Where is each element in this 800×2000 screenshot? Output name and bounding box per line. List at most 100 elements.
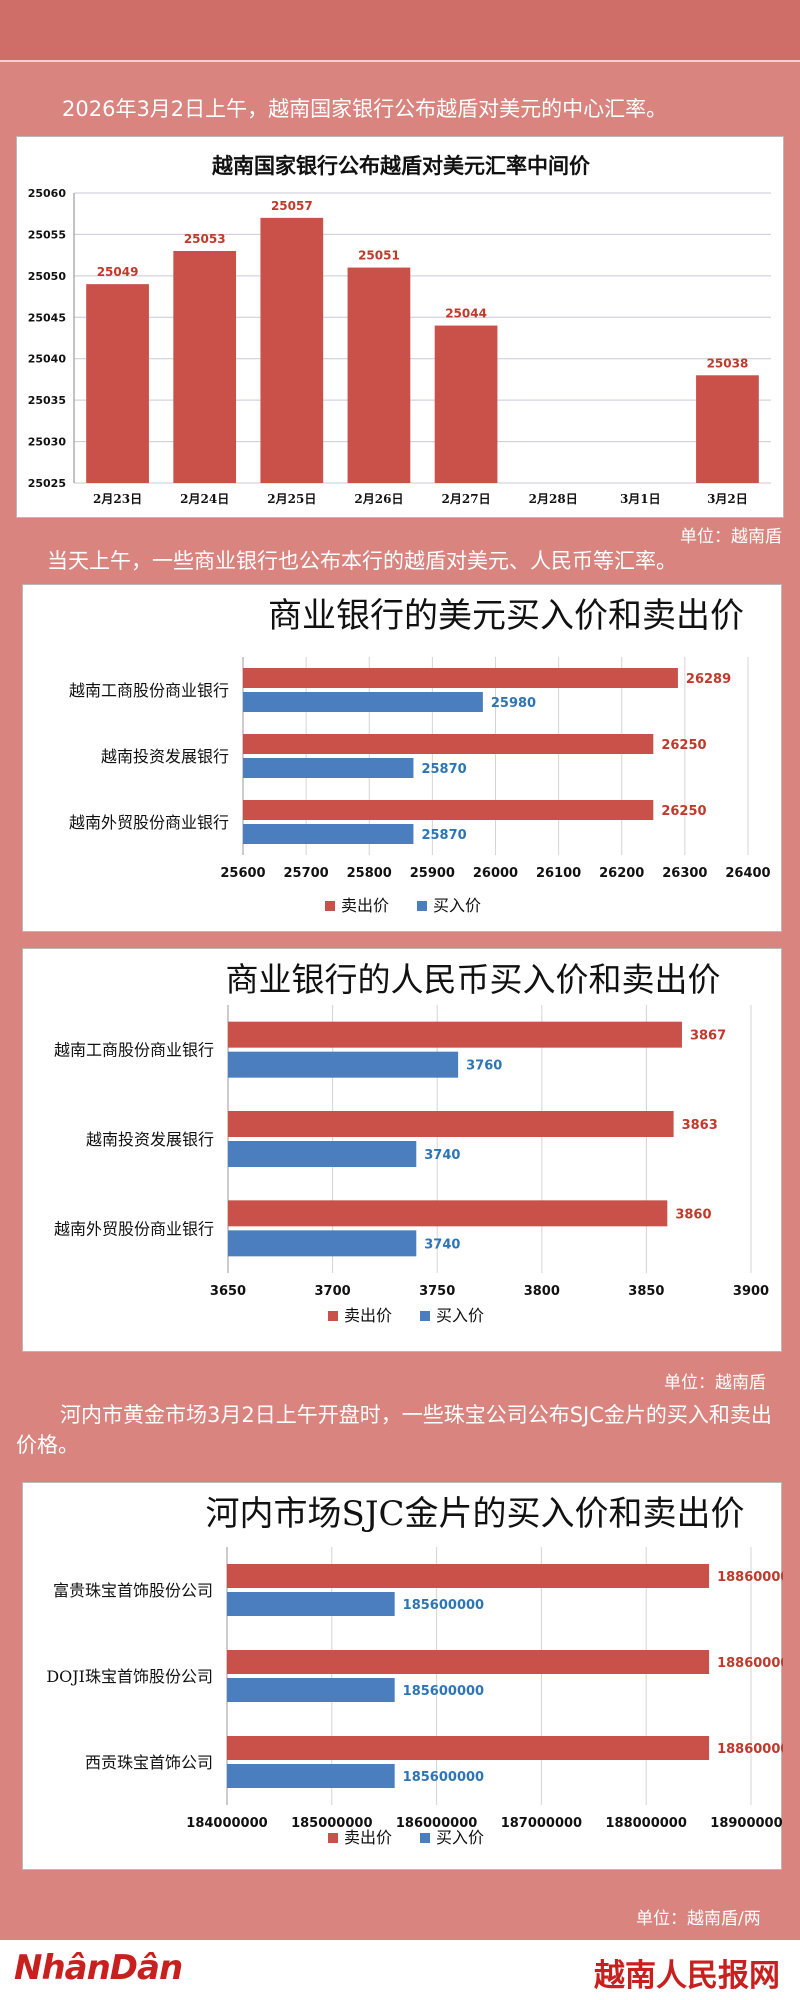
legend-swatch xyxy=(417,901,427,911)
sell-bar xyxy=(243,668,678,688)
y-tick-label: 25040 xyxy=(28,353,67,366)
chart-panel-cny: 商业银行的人民币买入价和卖出价 3650 3700 3750 3800 3850 3900 越… xyxy=(22,948,782,1352)
caption-central-rate: 2026年3月2日上午，越南国家银行公布越盾对美元的中心汇率。 xyxy=(62,97,668,121)
x-tick-label: 189000000 xyxy=(710,1816,783,1831)
y-tick-label: 25030 xyxy=(28,436,67,449)
buy-bar xyxy=(228,1141,417,1167)
chart-cny-buy-sell: 商业银行的人民币买入价和卖出价 3650 3700 3750 3800 3850 3900 越… xyxy=(54,960,769,1325)
x-tick-label: 26000 xyxy=(473,866,518,881)
sell-bar xyxy=(227,1650,710,1674)
category-label: 越南外贸股份商业银行 xyxy=(69,813,229,832)
data-label: 3740 xyxy=(424,1148,460,1163)
caption-gold-market: 河内市黄金市场3月2日上午开盘时，一些珠宝公司公布SJC金片的买入和卖出价格。 xyxy=(16,1403,772,1457)
legend-label: 卖出价 xyxy=(344,1828,392,1847)
buy-bar xyxy=(227,1592,395,1616)
buy-bar xyxy=(243,692,483,712)
data-label: 25053 xyxy=(184,232,226,246)
chart-panel-central-rate: 越南国家银行公布越盾对美元汇率中间价 25025 25030 25035 25040 25… xyxy=(16,136,784,518)
data-label: 185600000 xyxy=(403,1770,484,1785)
data-label: 3863 xyxy=(682,1118,718,1133)
x-tick-label: 2月23日 xyxy=(93,492,142,506)
x-tick-label: 184000000 xyxy=(186,1816,267,1831)
legend-label: 买入价 xyxy=(436,1828,484,1847)
data-label: 188600000 xyxy=(717,1656,783,1671)
bar xyxy=(434,325,498,483)
category-label: 西贡珠宝首饰公司 xyxy=(85,1753,213,1772)
x-tick-label: 2月27日 xyxy=(442,492,491,506)
data-label: 26250 xyxy=(661,738,706,753)
data-label: 25049 xyxy=(97,265,139,279)
buy-bar xyxy=(243,824,414,844)
x-tick-label: 25600 xyxy=(220,866,265,881)
legend-swatch xyxy=(325,901,335,911)
data-label: 3867 xyxy=(690,1029,726,1044)
top-divider xyxy=(0,60,800,62)
sell-bar xyxy=(228,1021,682,1048)
data-label: 188600000 xyxy=(717,1742,783,1757)
legend-label: 卖出价 xyxy=(341,896,389,915)
x-tick-label: 3800 xyxy=(524,1284,560,1299)
chart-title: 商业银行的人民币买入价和卖出价 xyxy=(226,960,721,999)
caption-commercial-banks: 当天上午，一些商业银行也公布本行的越盾对美元、人民币等汇率。 xyxy=(47,549,677,573)
data-label: 25870 xyxy=(421,762,466,777)
nhandan-logo: NhânDân xyxy=(14,1948,183,1988)
data-label: 185600000 xyxy=(403,1598,484,1613)
legend-label: 买入价 xyxy=(436,1306,484,1325)
chart-panel-gold: 河内市场SJC金片的买入价和卖出价 184000000 185000000 18600… xyxy=(22,1482,783,1870)
bar xyxy=(86,284,149,483)
x-tick-label: 3650 xyxy=(210,1284,246,1299)
category-label: 越南投资发展银行 xyxy=(101,747,229,766)
sell-bar xyxy=(228,1111,674,1137)
data-label: 3760 xyxy=(466,1059,502,1074)
x-tick-label: 2月26日 xyxy=(354,492,403,506)
x-tick-label: 3900 xyxy=(733,1284,769,1299)
chart-central-rate: 越南国家银行公布越盾对美元汇率中间价 25025 25030 25035 25040 25… xyxy=(28,153,771,506)
x-tick-label: 186000000 xyxy=(396,1816,477,1831)
data-label: 25038 xyxy=(707,356,749,370)
data-label: 25980 xyxy=(491,696,536,711)
unit-label-2: 单位：越南盾 xyxy=(664,1373,766,1393)
y-tick-label: 25060 xyxy=(28,187,67,200)
category-label: DOJI珠宝首饰股份公司 xyxy=(46,1667,213,1686)
data-label: 25870 xyxy=(421,828,466,843)
category-label: 富贵珠宝首饰股份公司 xyxy=(53,1581,213,1600)
legend-label: 买入价 xyxy=(433,896,481,915)
buy-bar xyxy=(227,1678,395,1702)
category-label: 越南工商股份商业银行 xyxy=(54,1041,214,1060)
legend-swatch xyxy=(420,1833,430,1843)
data-label: 25057 xyxy=(271,199,313,213)
footer-bar xyxy=(0,1940,800,2000)
buy-bar xyxy=(228,1051,459,1078)
x-tick-label: 2月25日 xyxy=(267,492,316,506)
x-tick-label: 26400 xyxy=(725,866,770,881)
x-tick-label: 185000000 xyxy=(291,1816,372,1831)
legend-swatch xyxy=(328,1833,338,1843)
legend-swatch xyxy=(328,1311,338,1321)
y-tick-label: 25035 xyxy=(28,394,66,407)
x-tick-label: 2月28日 xyxy=(529,492,578,506)
chart-title: 商业银行的美元买入价和卖出价 xyxy=(268,596,744,636)
data-label: 188600000 xyxy=(717,1570,783,1585)
legend-label: 卖出价 xyxy=(344,1306,392,1325)
sell-bar xyxy=(227,1564,710,1588)
x-tick-label: 26100 xyxy=(536,866,581,881)
data-label: 3860 xyxy=(675,1207,711,1222)
y-tick-label: 25025 xyxy=(28,477,66,490)
x-tick-label: 3750 xyxy=(419,1284,455,1299)
x-tick-label: 2月24日 xyxy=(180,492,229,506)
x-tick-label: 3月2日 xyxy=(707,492,748,506)
chart-gold-buy-sell: 河内市场SJC金片的买入价和卖出价 184000000 185000000 18600… xyxy=(46,1494,783,1847)
unit-label-1: 单位：越南盾 xyxy=(680,527,782,547)
sell-bar xyxy=(243,734,654,754)
x-tick-label: 3700 xyxy=(315,1284,351,1299)
data-label: 25051 xyxy=(358,249,400,263)
top-banner xyxy=(0,0,800,60)
data-label: 3740 xyxy=(424,1237,460,1252)
unit-label-3: 单位：越南盾/两 xyxy=(636,1909,761,1929)
chart-title: 越南国家银行公布越盾对美元汇率中间价 xyxy=(211,153,591,178)
x-tick-label: 25700 xyxy=(284,866,329,881)
x-tick-label: 188000000 xyxy=(605,1816,686,1831)
legend-swatch xyxy=(420,1311,430,1321)
category-label: 越南投资发展银行 xyxy=(86,1130,214,1149)
x-tick-label: 3月1日 xyxy=(620,492,661,506)
